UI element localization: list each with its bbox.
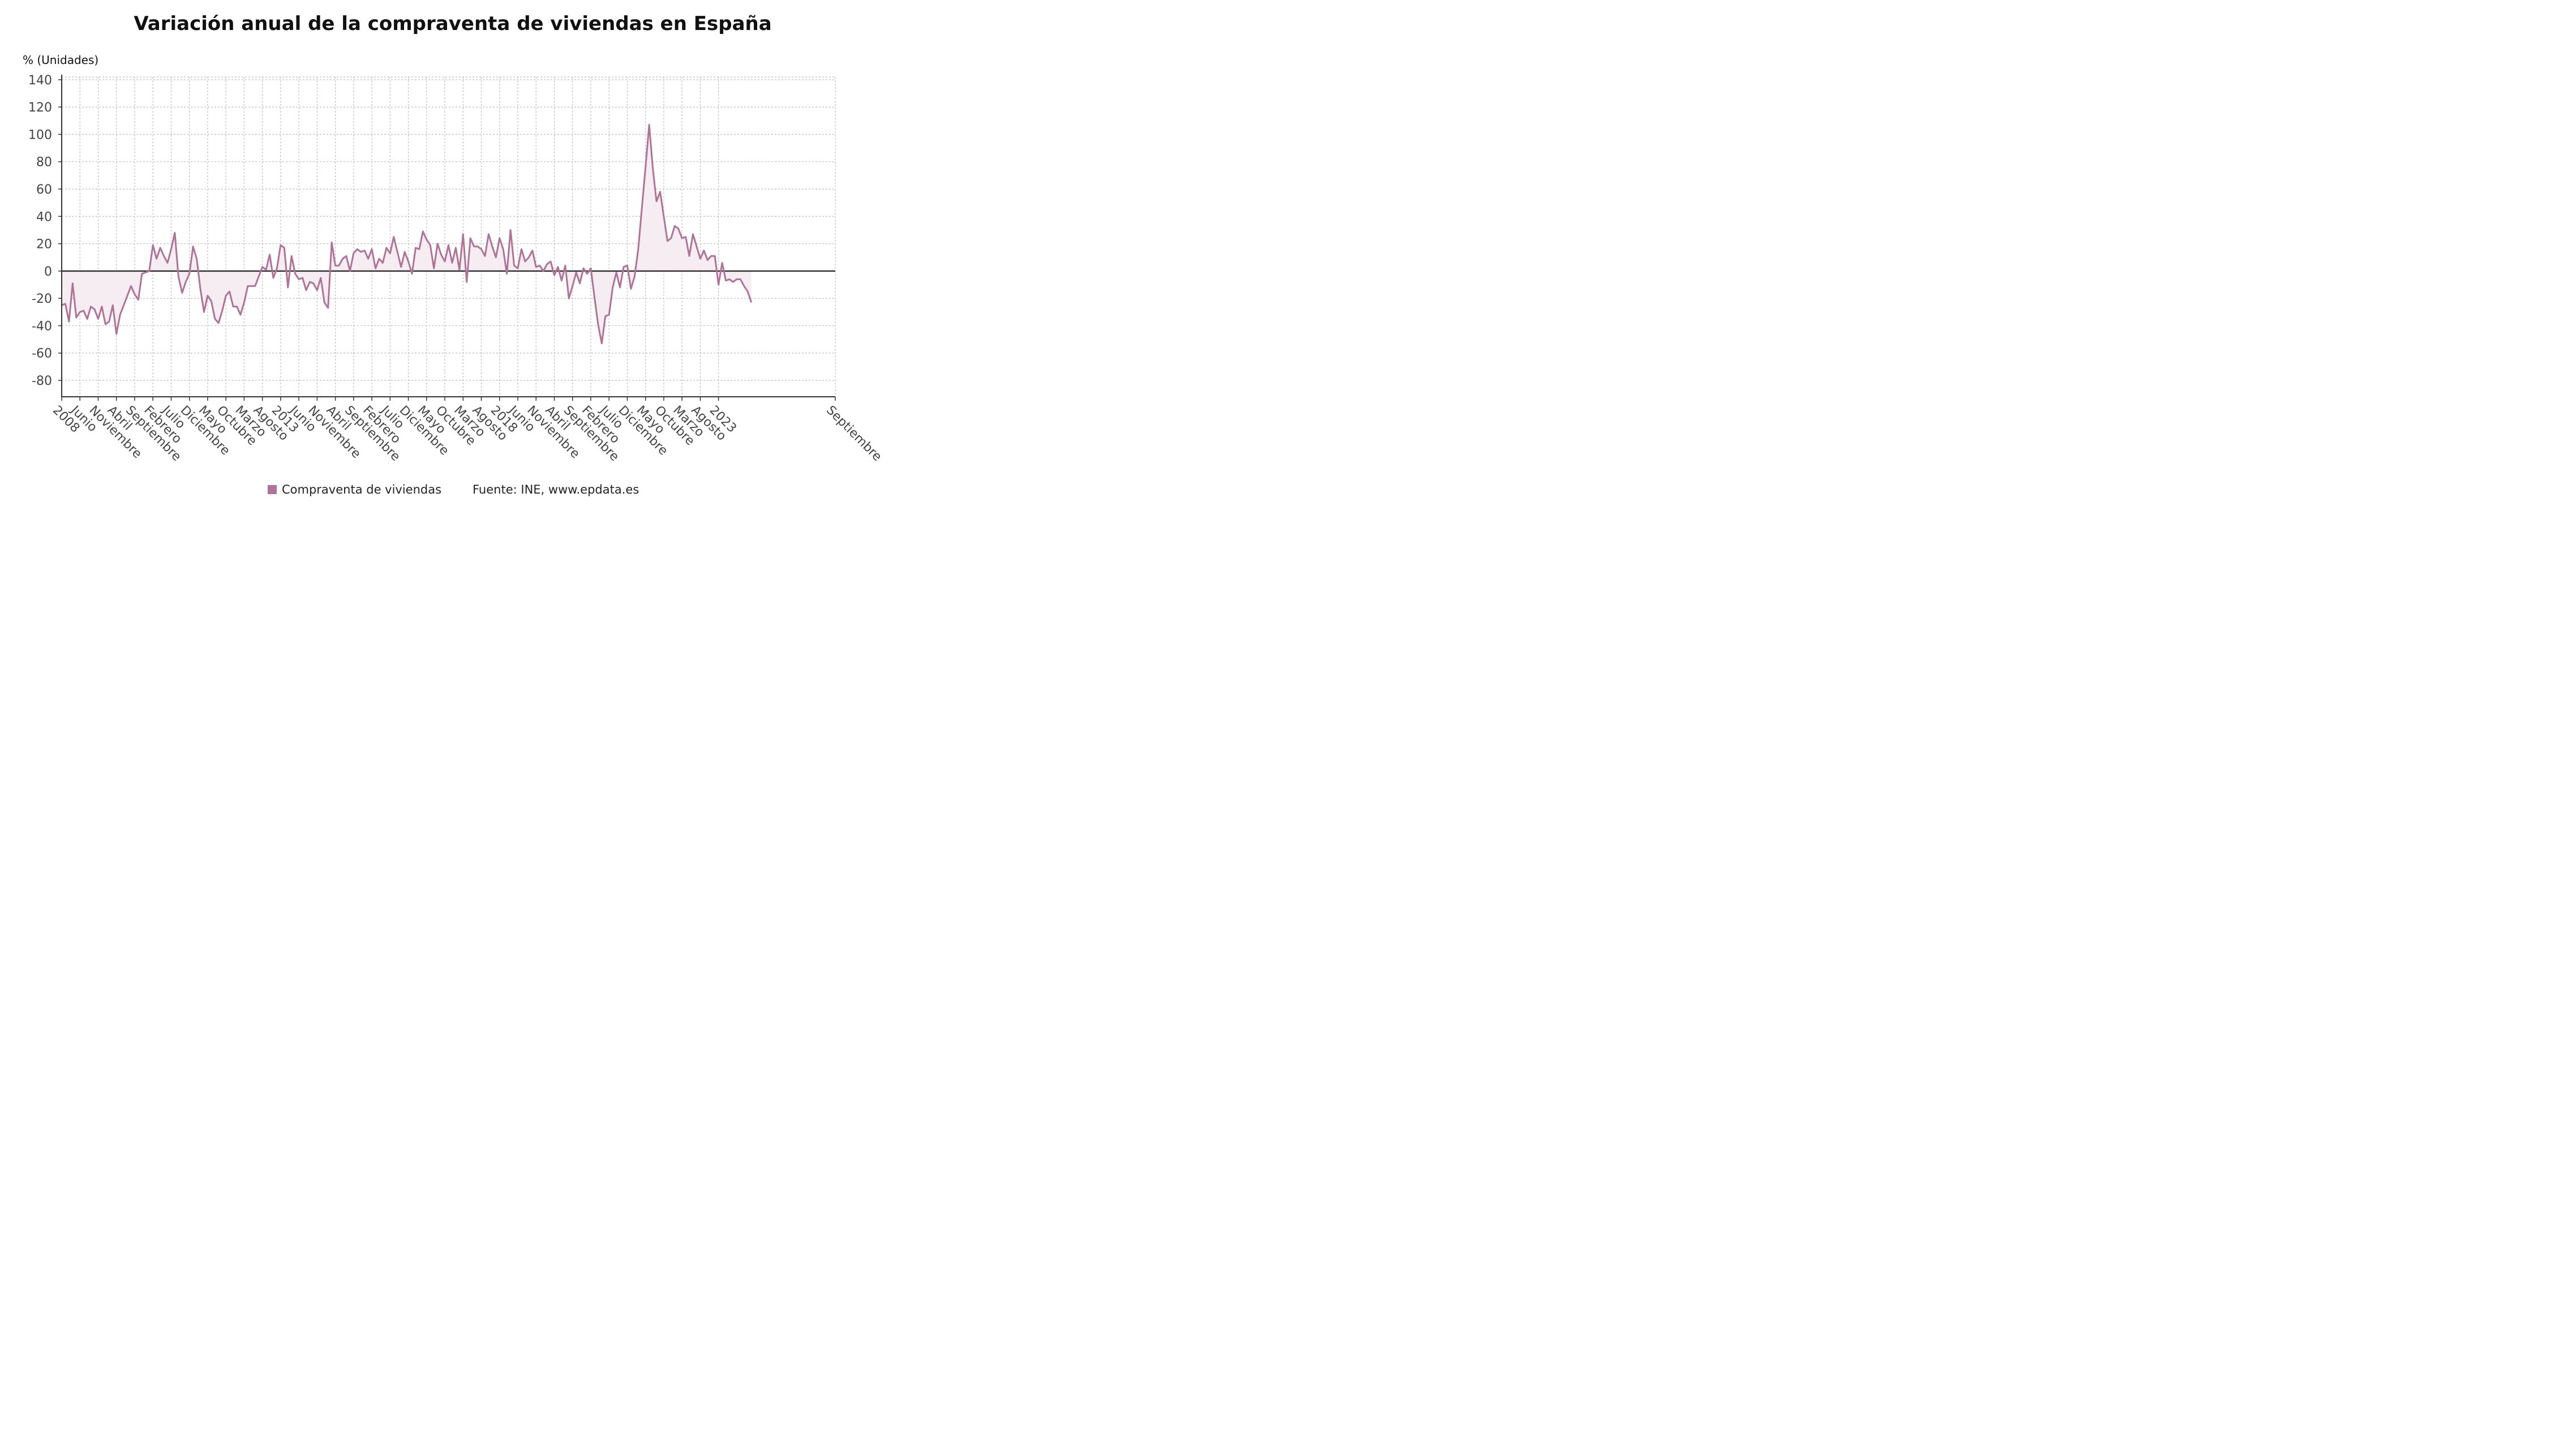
y-tick-label: 40 bbox=[36, 210, 52, 224]
y-tick-label: -20 bbox=[32, 292, 52, 306]
axes bbox=[58, 75, 836, 401]
x-tick-labels: 2008JunioNoviembreAbrilSeptiembreFebrero… bbox=[50, 402, 885, 464]
y-tick-label: 80 bbox=[36, 156, 52, 170]
y-tick-label: -60 bbox=[32, 347, 52, 361]
chart: Variación anual de la compraventa de viv… bbox=[23, 12, 885, 496]
y-tick-label: 100 bbox=[28, 128, 52, 142]
y-tick-label: -40 bbox=[32, 319, 52, 333]
y-tick-label: 60 bbox=[36, 183, 52, 197]
y-axis-label: % (Unidades) bbox=[23, 53, 98, 67]
legend-label: Compraventa de viviendas bbox=[282, 483, 441, 496]
series-line-compraventa bbox=[61, 124, 753, 345]
y-tick-label: 0 bbox=[44, 265, 52, 279]
legend-swatch bbox=[268, 485, 277, 494]
y-tick-labels: 140 120 100 80 60 40 20 0 -20 -40 -60 -80 bbox=[28, 74, 52, 388]
y-tick-label: 20 bbox=[36, 238, 52, 252]
area-fill bbox=[62, 125, 752, 344]
series-area bbox=[62, 125, 752, 344]
series-line bbox=[61, 124, 753, 345]
y-tick-label: 120 bbox=[28, 101, 52, 115]
chart-title: Variación anual de la compraventa de viv… bbox=[134, 12, 771, 35]
y-tick-label: -80 bbox=[32, 374, 52, 388]
y-tick-label: 140 bbox=[28, 74, 52, 88]
source-text: Fuente: INE, www.epdata.es bbox=[473, 483, 639, 496]
grid bbox=[61, 76, 836, 397]
legend: Compraventa de viviendas Fuente: INE, ww… bbox=[268, 483, 639, 496]
x-tick-label: Septiembre bbox=[823, 403, 885, 464]
